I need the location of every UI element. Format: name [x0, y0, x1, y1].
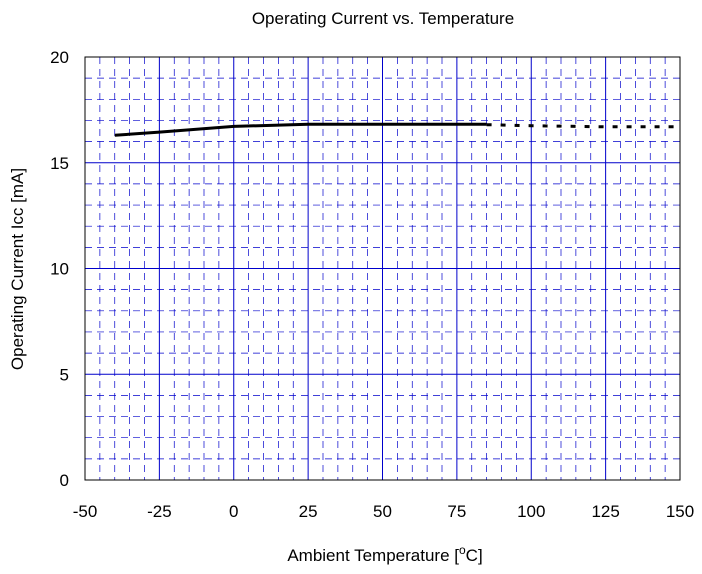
x-axis-label-main: Ambient Temperature [ — [287, 546, 459, 565]
x-axis-label: Ambient Temperature [oC] — [287, 543, 482, 565]
x-axis-label-superscript: o — [459, 543, 466, 557]
y-tick-label: 10 — [50, 260, 69, 279]
y-tick-label: 20 — [50, 48, 69, 67]
x-tick-label: 100 — [517, 502, 545, 521]
x-axis-label-tail: C] — [466, 546, 483, 565]
chart-title: Operating Current vs. Temperature — [252, 9, 514, 28]
x-tick-label: 50 — [373, 502, 392, 521]
x-tick-label: 75 — [447, 502, 466, 521]
y-tick-label: 5 — [60, 365, 69, 384]
y-tick-label: 0 — [60, 471, 69, 490]
x-tick-label: -25 — [147, 502, 172, 521]
x-tick-label: -50 — [73, 502, 98, 521]
x-tick-labels: -50 -25 0 25 50 75 100 125 150 — [73, 502, 694, 521]
x-tick-label: 0 — [229, 502, 238, 521]
series-line-solid — [114, 122, 487, 137]
y-axis-label: Operating Current Icc [mA] — [8, 168, 27, 370]
y-tick-label: 15 — [50, 154, 69, 173]
x-tick-label: 25 — [299, 502, 318, 521]
series-line-dotted — [486, 123, 680, 129]
plot-frame — [84, 56, 681, 481]
data-series — [114, 122, 680, 137]
x-tick-label: 125 — [591, 502, 619, 521]
major-grid — [85, 57, 680, 480]
x-tick-label: 150 — [666, 502, 694, 521]
minor-grid — [85, 57, 680, 480]
y-tick-labels: 0 5 10 15 20 — [50, 48, 69, 490]
